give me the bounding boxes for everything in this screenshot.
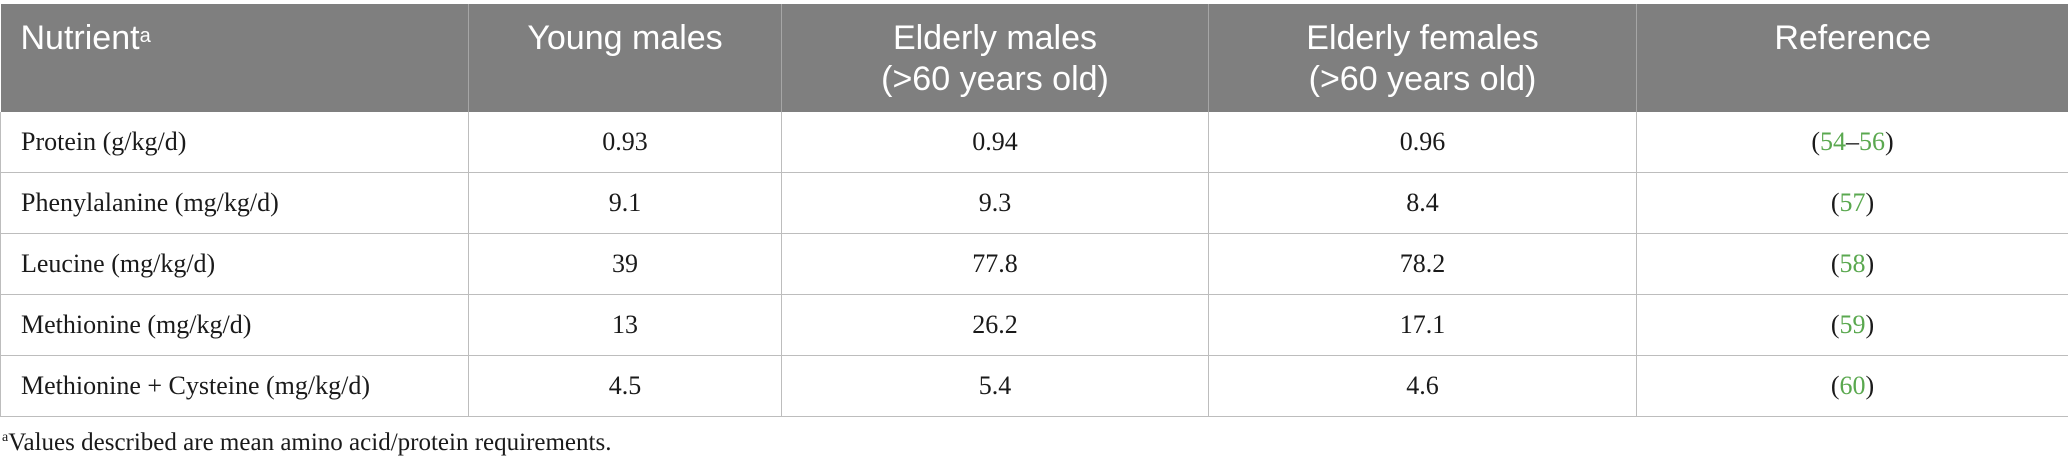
cell-nutrient: Leucine (mg/kg/d) [0, 233, 469, 295]
cell-young-males: 4.5 [468, 355, 782, 417]
cell-elderly-males: 9.3 [781, 172, 1209, 234]
header-nutrient: Nutrienta [0, 4, 469, 112]
ref-open-paren: ( [1830, 188, 1840, 217]
header-row: Nutrienta Young males Elderly males (>60 … [0, 4, 2068, 112]
ref-close-paren: ) [1885, 127, 1894, 156]
footnote-text: Values described are mean amino acid/pro… [8, 429, 612, 456]
table-row: Methionine + Cysteine (mg/kg/d) 4.5 5.4 … [0, 355, 2068, 417]
cell-elderly-females: 8.4 [1208, 172, 1637, 234]
cell-nutrient: Protein (g/kg/d) [0, 112, 469, 173]
header-elderly-females-line1: Elderly females [1306, 19, 1539, 57]
cell-reference: (57) [1636, 172, 2068, 234]
cell-elderly-females: 17.1 [1208, 294, 1637, 356]
cell-elderly-males: 77.8 [781, 233, 1209, 295]
nutrient-requirements-table: Nutrienta Young males Elderly males (>60 … [0, 4, 2068, 417]
header-elderly-males: Elderly males (>60 years old) [781, 4, 1209, 112]
footnote-marker: a [2, 430, 9, 445]
ref-open-paren: ( [1830, 371, 1840, 400]
cell-young-males: 0.93 [468, 112, 782, 173]
ref-open-paren: ( [1830, 310, 1840, 339]
cell-elderly-females: 4.6 [1208, 355, 1637, 417]
ref-open-paren: ( [1811, 127, 1820, 156]
ref-close-paren: ) [1865, 188, 1875, 217]
reference-link[interactable]: 58 [1839, 249, 1866, 278]
header-elderly-males-line1: Elderly males [892, 19, 1098, 57]
cell-reference: (54–56) [1636, 112, 2068, 173]
cell-elderly-males: 26.2 [781, 294, 1209, 356]
cell-reference: (59) [1636, 294, 2068, 356]
table-header: Nutrienta Young males Elderly males (>60 … [0, 4, 2068, 112]
table-row: Protein (g/kg/d) 0.93 0.94 0.96 (54–56) [0, 112, 2068, 173]
ref-open-paren: ( [1830, 249, 1840, 278]
header-young-males-label: Young males [527, 19, 723, 57]
table-row: Phenylalanine (mg/kg/d) 9.1 9.3 8.4 (57) [0, 172, 2068, 234]
cell-young-males: 39 [468, 233, 782, 295]
cell-nutrient: Phenylalanine (mg/kg/d) [0, 172, 469, 234]
reference-link[interactable]: 54 [1820, 127, 1846, 156]
table-container: Nutrienta Young males Elderly males (>60 … [0, 4, 2068, 457]
cell-elderly-females: 78.2 [1208, 233, 1637, 295]
cell-reference: (60) [1636, 355, 2068, 417]
cell-reference: (58) [1636, 233, 2068, 295]
cell-nutrient: Methionine + Cysteine (mg/kg/d) [0, 355, 469, 417]
cell-elderly-males: 0.94 [781, 112, 1209, 173]
header-elderly-females: Elderly females (>60 years old) [1208, 4, 1637, 112]
header-nutrient-label: Nutrient [20, 19, 140, 57]
cell-young-males: 13 [468, 294, 782, 356]
ref-close-paren: ) [1865, 371, 1875, 400]
header-elderly-males-line2: (>60 years old) [881, 60, 1109, 98]
header-nutrient-footnote-marker: a [139, 25, 151, 47]
table-body: Protein (g/kg/d) 0.93 0.94 0.96 (54–56) … [0, 112, 2068, 417]
reference-link[interactable]: 59 [1839, 310, 1866, 339]
table-footnote: aValues described are mean amino acid/pr… [0, 429, 2068, 457]
cell-young-males: 9.1 [468, 172, 782, 234]
cell-elderly-males: 5.4 [781, 355, 1209, 417]
table-row: Methionine (mg/kg/d) 13 26.2 17.1 (59) [0, 294, 2068, 356]
reference-link[interactable]: 56 [1859, 127, 1885, 156]
header-reference: Reference [1636, 4, 2068, 112]
header-elderly-females-line2: (>60 years old) [1308, 60, 1537, 98]
cell-nutrient: Methionine (mg/kg/d) [0, 294, 469, 356]
ref-close-paren: ) [1865, 310, 1875, 339]
reference-link[interactable]: 57 [1839, 188, 1866, 217]
header-young-males: Young males [468, 4, 782, 112]
header-reference-label: Reference [1774, 19, 1932, 57]
cell-elderly-females: 0.96 [1208, 112, 1637, 173]
ref-close-paren: ) [1865, 249, 1875, 278]
table-row: Leucine (mg/kg/d) 39 77.8 78.2 (58) [0, 233, 2068, 295]
reference-link[interactable]: 60 [1839, 371, 1866, 400]
ref-range-dash: – [1846, 127, 1859, 156]
